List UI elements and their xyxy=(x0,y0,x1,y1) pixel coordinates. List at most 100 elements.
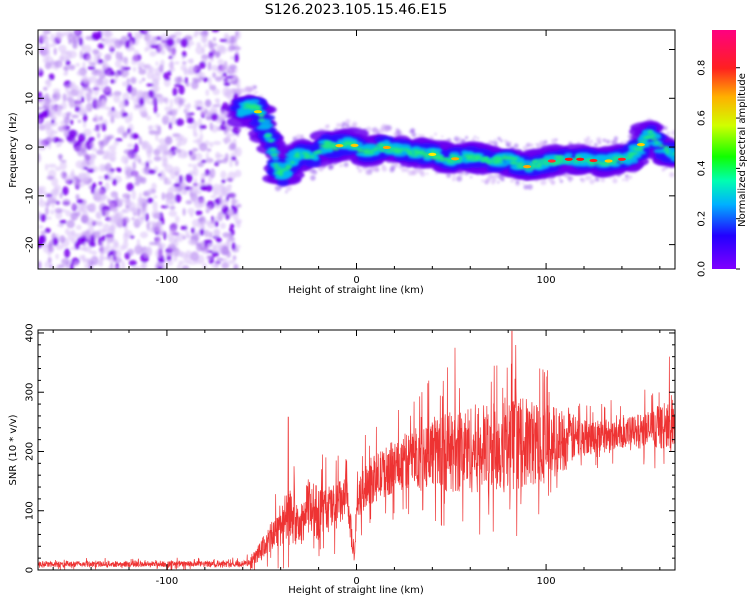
noise-blob xyxy=(164,76,171,81)
ridge-dot xyxy=(516,162,525,166)
noise-blob xyxy=(163,181,173,185)
noise-blob xyxy=(193,132,199,138)
noise-blob xyxy=(64,228,70,235)
noise-blob xyxy=(187,124,196,129)
noise-blob xyxy=(125,40,130,49)
noise-blob xyxy=(191,227,195,234)
snr-xlabel: Height of straight line (km) xyxy=(288,585,424,596)
noise-blob xyxy=(199,228,205,236)
noise-blob xyxy=(231,76,236,82)
noise-blob xyxy=(83,128,92,137)
ridge-dot xyxy=(637,140,647,144)
noise-blob xyxy=(183,255,192,265)
noise-blob xyxy=(139,231,149,239)
noise-blob xyxy=(223,257,228,263)
noise-blob xyxy=(200,159,207,163)
noise-blob xyxy=(85,104,90,111)
halo-dot xyxy=(612,178,618,184)
halo-dot xyxy=(458,137,462,141)
noise-blob xyxy=(214,98,219,103)
noise-blob xyxy=(128,260,137,266)
halo-dot xyxy=(598,139,601,143)
hotspot xyxy=(253,110,262,114)
halo-dot xyxy=(356,166,360,169)
noise-blob xyxy=(113,257,122,264)
halo-dot xyxy=(401,167,406,173)
noise-blob xyxy=(175,193,182,203)
noise-blob xyxy=(145,212,149,222)
noise-blob xyxy=(151,72,161,83)
noise-blob xyxy=(178,260,185,266)
noise-blob xyxy=(85,230,92,240)
noise-blob xyxy=(99,140,105,150)
noise-blob xyxy=(114,249,122,259)
noise-blob xyxy=(214,188,221,196)
ridge-dot xyxy=(331,142,337,146)
noise-blob xyxy=(52,237,59,247)
hotspot xyxy=(428,152,437,156)
noise-blob xyxy=(113,141,119,146)
hotspot xyxy=(576,157,585,161)
ridge-dot xyxy=(493,156,502,159)
noise-blob xyxy=(220,258,224,262)
noise-blob xyxy=(205,157,213,164)
noise-blob xyxy=(133,143,139,154)
ridge-dot xyxy=(251,105,261,109)
noise-blob xyxy=(75,30,80,35)
noise-blob xyxy=(236,84,241,89)
noise-blob xyxy=(169,34,177,39)
noise-blob xyxy=(187,238,195,245)
noise-blob xyxy=(153,156,162,162)
noise-blob xyxy=(132,66,137,72)
noise-blob xyxy=(166,38,175,47)
noise-blob xyxy=(148,130,157,135)
noise-blob xyxy=(200,172,206,181)
ridge-layer xyxy=(242,103,675,177)
noise-blob xyxy=(147,188,153,196)
noise-blob xyxy=(123,149,133,155)
noise-blob xyxy=(211,30,220,33)
noise-blob xyxy=(195,242,200,247)
noise-blob xyxy=(77,119,82,124)
noise-blob xyxy=(106,170,114,176)
ridge-dot xyxy=(537,162,543,166)
noise-blob xyxy=(192,163,197,170)
noise-blob xyxy=(235,220,241,228)
noise-blob xyxy=(182,235,186,240)
noise-blob xyxy=(188,66,192,75)
halo-dot xyxy=(381,166,388,172)
halo-dot xyxy=(491,176,497,182)
noise-blob xyxy=(63,72,68,76)
colorbar-ticks: 0.0 0.2 0.4 0.6 0.8 xyxy=(697,60,740,277)
noise-blob xyxy=(75,224,82,230)
noise-blob xyxy=(180,225,188,231)
noise-blob xyxy=(156,225,164,234)
noise-blob xyxy=(231,242,236,251)
noise-blob xyxy=(155,61,159,66)
noise-blob xyxy=(104,106,111,110)
halo-dot xyxy=(613,136,619,141)
noise-blob xyxy=(39,234,46,245)
noise-blob xyxy=(174,30,182,37)
noise-blob xyxy=(69,98,75,109)
halo-dot xyxy=(238,88,243,93)
snr-axes: -100 0 100 0 100 200 300 400 xyxy=(25,323,675,587)
noise-blob xyxy=(104,57,108,67)
halo-dot xyxy=(510,178,515,183)
noise-blob xyxy=(181,50,187,58)
noise-blob xyxy=(78,37,83,46)
noise-blob xyxy=(140,216,145,221)
halo-dot xyxy=(378,128,384,134)
noise-blob xyxy=(109,51,115,55)
noise-blob xyxy=(87,217,95,227)
noise-blob xyxy=(148,125,154,130)
noise-blob xyxy=(76,70,86,76)
halo-dot xyxy=(237,127,242,132)
noise-blob xyxy=(114,39,123,49)
noise-blob xyxy=(139,192,142,202)
noise-blob xyxy=(131,55,140,62)
noise-blob xyxy=(158,242,166,249)
halo-dot xyxy=(470,176,473,179)
noise-blob xyxy=(138,158,142,164)
noise-blob xyxy=(175,250,184,257)
